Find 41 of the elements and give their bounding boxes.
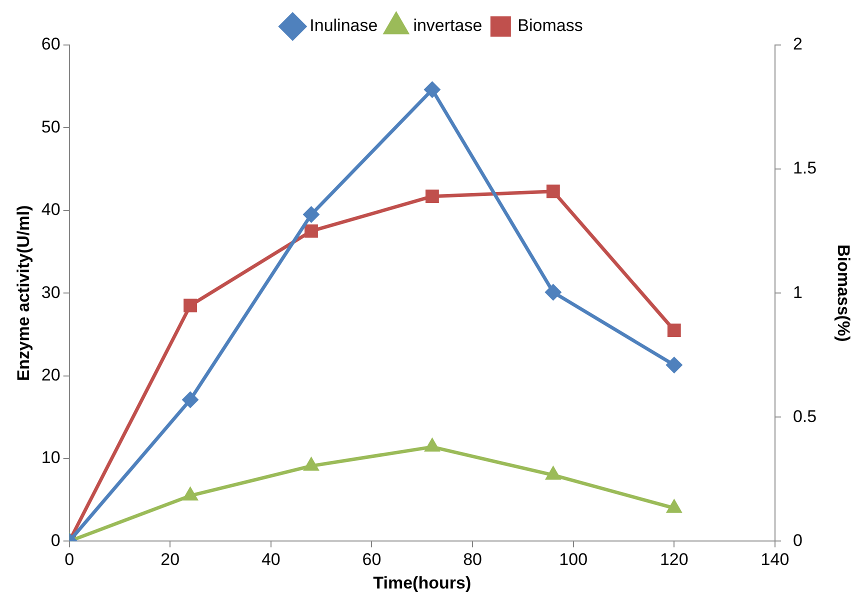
y-tick-label: 0 (50, 530, 60, 550)
legend-label: Biomass (518, 16, 583, 36)
x-tick-label: 0 (64, 550, 74, 570)
point (426, 190, 439, 204)
point (183, 488, 198, 500)
x-axis-title: Time(hours) (373, 573, 472, 592)
y2-tick-label: 1 (792, 282, 802, 302)
y2-tick-label: 1.5 (792, 158, 817, 178)
y2-tick-label: 0 (792, 530, 802, 550)
x-tick-label: 20 (160, 550, 180, 570)
point (425, 439, 440, 452)
y-tick-label: 20 (41, 365, 60, 384)
point (546, 467, 560, 480)
point (304, 458, 318, 471)
y2-tick-label: 2 (792, 34, 802, 54)
point (667, 324, 681, 338)
point (424, 82, 440, 98)
legend-label: invertase (413, 16, 482, 36)
x-tick-label: 60 (362, 550, 382, 570)
x-tick-label: 120 (660, 550, 688, 570)
point (304, 206, 319, 222)
point (182, 392, 198, 408)
x-tick-label: 100 (559, 550, 588, 570)
point (304, 224, 318, 238)
legend-label: Inulinase (310, 16, 378, 36)
point (545, 284, 561, 300)
x-tick-label: 40 (261, 550, 280, 570)
point (667, 500, 682, 513)
y-tick-label: 60 (41, 34, 60, 54)
y-axis-title: Enzyme activity(U/ml) (14, 205, 33, 381)
y-tick-label: 50 (41, 117, 60, 136)
y2-axis-title: Biomass(%) (834, 244, 854, 342)
y-tick-label: 30 (41, 282, 60, 302)
y2-tick-label: 0.5 (792, 406, 817, 426)
x-tick-label: 80 (463, 550, 482, 570)
x-tick-label: 140 (760, 550, 790, 570)
point (666, 357, 682, 373)
y-tick-label: 10 (41, 448, 60, 468)
point (184, 298, 197, 312)
y-tick-label: 40 (41, 200, 60, 220)
point (546, 184, 560, 198)
